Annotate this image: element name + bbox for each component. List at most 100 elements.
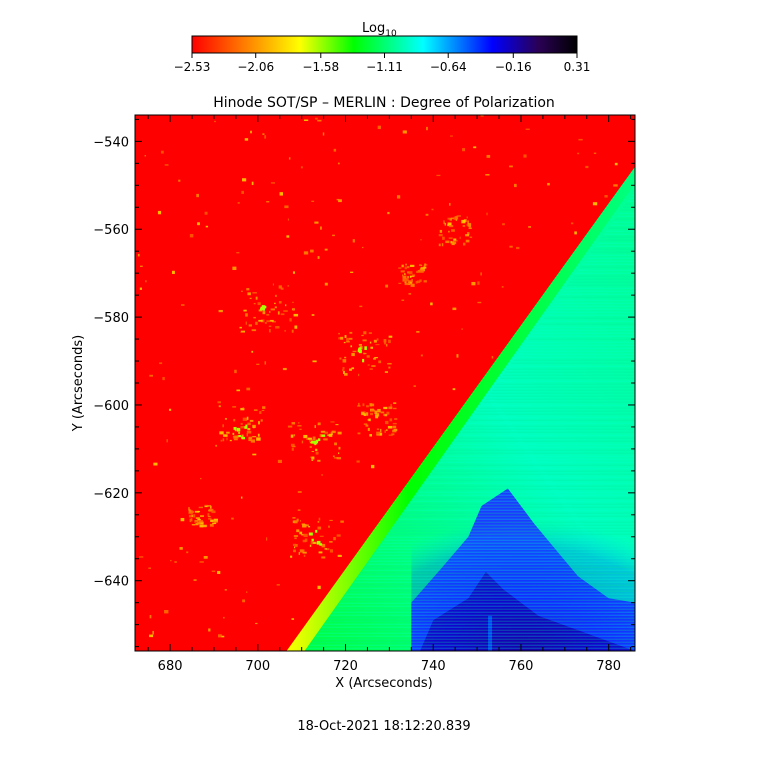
speckle (247, 292, 251, 296)
speckle (405, 263, 407, 266)
speckle (233, 438, 238, 441)
scan-stripe (405, 509, 635, 511)
speckle (338, 332, 340, 335)
speckle (398, 267, 402, 269)
speckle (317, 521, 320, 523)
scan-stripe (388, 533, 635, 535)
scan-stripe (339, 602, 635, 604)
speckle (343, 370, 345, 374)
speckle (352, 239, 355, 243)
scan-stripe (414, 497, 635, 499)
speckle (194, 519, 198, 522)
speckle (408, 280, 412, 284)
speckle (420, 239, 422, 241)
speckle-core (308, 532, 313, 536)
speckle (245, 313, 248, 317)
scan-stripe (369, 560, 635, 562)
speckle (232, 432, 235, 435)
speckle (509, 245, 513, 248)
speckle (296, 529, 300, 533)
speckle (300, 551, 303, 553)
speckle (388, 339, 391, 344)
speckle (423, 265, 426, 267)
speckle (139, 287, 142, 290)
speckle (311, 458, 314, 460)
speckle (486, 212, 488, 216)
speckle (450, 217, 454, 220)
speckle (294, 520, 298, 524)
speckle (303, 434, 308, 439)
scan-stripe (569, 281, 635, 283)
speckle (359, 305, 363, 308)
speckle (264, 322, 267, 324)
scan-stripe (324, 623, 635, 625)
speckle (290, 443, 295, 447)
speckle (447, 222, 452, 226)
speckle (315, 451, 319, 455)
speckle (419, 269, 424, 273)
speckle (467, 222, 472, 227)
speckle (578, 138, 583, 141)
speckle (211, 525, 214, 527)
speckle (570, 222, 574, 225)
speckle (232, 405, 237, 408)
speckle-core (358, 347, 362, 350)
speckle (246, 591, 248, 593)
speckle (319, 434, 322, 438)
speckle (392, 429, 397, 433)
speckle (279, 192, 283, 196)
speckle-core (314, 441, 319, 444)
speckle (211, 570, 216, 572)
speckle (387, 211, 390, 215)
speckle (547, 182, 550, 186)
speckle-core (236, 427, 240, 432)
speckle (349, 368, 352, 371)
speckle (411, 278, 413, 283)
scan-stripe (459, 434, 635, 436)
speckle (340, 520, 344, 523)
speckle (274, 306, 277, 309)
speckle (385, 284, 389, 288)
speckle (420, 268, 425, 271)
scan-stripe (478, 407, 635, 409)
scan-stripe (392, 527, 635, 529)
speckle (219, 431, 224, 435)
speckle (231, 517, 234, 520)
speckle (314, 425, 316, 429)
scan-stripe (311, 641, 635, 643)
speckle (277, 459, 282, 463)
speckle (388, 366, 391, 369)
scan-stripe (377, 548, 635, 550)
speckle-core (321, 434, 326, 437)
scan-stripe (627, 200, 635, 202)
speckle (456, 215, 461, 217)
speckle (362, 339, 367, 342)
speckle (357, 405, 361, 407)
speckle (297, 509, 301, 511)
speckle (416, 280, 421, 284)
speckle (252, 453, 257, 456)
speckle (319, 535, 324, 537)
speckle (286, 235, 290, 238)
speckle (336, 534, 341, 537)
speckle (473, 146, 477, 149)
speckle (419, 264, 422, 266)
speckle (292, 517, 296, 519)
speckle (312, 360, 317, 363)
speckle (257, 433, 260, 437)
x-axis-ticks: 680 700 720 740 760 780 (147, 115, 632, 674)
speckle (388, 406, 393, 410)
speckle (362, 246, 364, 249)
speckle (309, 445, 312, 448)
speckle (419, 279, 422, 282)
scan-stripe (397, 521, 635, 523)
speckle (301, 533, 304, 536)
speckle (369, 368, 373, 370)
speckle (486, 154, 491, 158)
speckle (157, 210, 162, 215)
speckle (371, 365, 376, 367)
speckle (467, 232, 470, 235)
speckle (340, 336, 344, 340)
colorbar (191, 35, 578, 54)
speckle (379, 432, 383, 436)
